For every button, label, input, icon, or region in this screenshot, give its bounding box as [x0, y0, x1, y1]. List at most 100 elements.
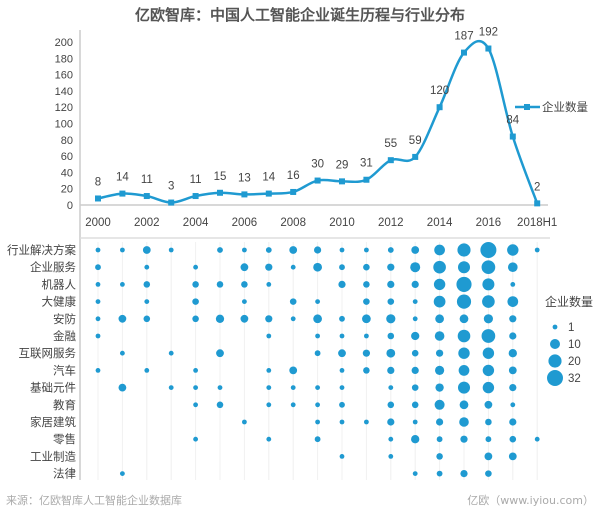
- bubble: [412, 299, 418, 305]
- data-label: 14: [116, 172, 129, 184]
- bubble: [412, 316, 418, 322]
- bubble: [435, 314, 444, 324]
- data-label: 120: [430, 85, 449, 97]
- data-point: [119, 190, 126, 197]
- bubble: [339, 367, 345, 373]
- bubble: [363, 247, 369, 253]
- bubble: [510, 402, 516, 408]
- bubble: [266, 436, 272, 442]
- data-label: 11: [141, 174, 153, 186]
- bubble: [314, 436, 321, 443]
- bubble: [192, 298, 199, 305]
- bubble: [436, 453, 443, 460]
- data-label: 187: [454, 31, 473, 43]
- x-tick-label: 2014: [427, 217, 453, 229]
- y-tick-label: 80: [61, 135, 73, 147]
- bubble: [411, 435, 420, 444]
- bubble: [313, 314, 322, 324]
- bubble: [339, 419, 345, 425]
- x-tick-label: 2018H1: [517, 217, 557, 229]
- bubble: [216, 349, 224, 358]
- data-point: [509, 133, 516, 140]
- row-label: 安防: [53, 312, 76, 326]
- bubble: [289, 366, 298, 375]
- bubble: [363, 367, 370, 374]
- bubble: [456, 276, 472, 292]
- bubble: [119, 350, 125, 356]
- bubble: [339, 453, 345, 459]
- bubble: [315, 402, 321, 408]
- bubble: [387, 263, 395, 271]
- bubble: [411, 280, 419, 289]
- bubble: [481, 260, 496, 275]
- data-label: 29: [336, 159, 349, 171]
- data-point: [485, 45, 492, 52]
- data-point: [217, 189, 223, 196]
- bubble: [95, 247, 101, 253]
- bubble: [339, 401, 345, 408]
- bubble: [339, 247, 345, 253]
- bubble: [436, 470, 443, 477]
- bubble: [510, 281, 516, 287]
- bubble: [192, 281, 199, 288]
- row-label: 互联网服务: [19, 346, 77, 360]
- bubble: [457, 261, 471, 274]
- bubble: [435, 383, 444, 392]
- data-label: 59: [409, 135, 422, 147]
- bubble: [290, 385, 296, 391]
- bubble: [388, 453, 394, 459]
- data-label: 14: [262, 172, 275, 184]
- row-label: 零售: [53, 432, 76, 446]
- y-tick-label: 40: [61, 167, 73, 179]
- bubble: [241, 299, 247, 305]
- bubble: [410, 262, 421, 273]
- bubble: [216, 281, 224, 288]
- bubble: [216, 401, 224, 409]
- data-point: [534, 200, 541, 207]
- x-tick-label: 2002: [134, 217, 160, 229]
- bubble: [338, 280, 346, 289]
- bubble: [241, 281, 248, 288]
- data-point: [412, 153, 419, 160]
- x-tick-label: 2008: [280, 217, 306, 229]
- bubble: [241, 247, 247, 253]
- bubble: [313, 246, 322, 254]
- bubble: [95, 299, 101, 305]
- bubble: [144, 367, 150, 373]
- bubble: [457, 243, 471, 257]
- bubble: [509, 332, 517, 340]
- bubble-legend-marker: [547, 370, 563, 386]
- bubble: [217, 385, 223, 391]
- bubble: [508, 349, 517, 358]
- bubble: [482, 364, 495, 377]
- y-tick-label: 200: [55, 37, 73, 49]
- data-point: [168, 199, 175, 206]
- bubble: [363, 298, 370, 305]
- bubble: [534, 436, 540, 442]
- row-label: 工业制造: [30, 449, 76, 463]
- bubble: [315, 385, 321, 391]
- bubble: [215, 314, 225, 323]
- bubble: [290, 316, 296, 322]
- y-tick-label: 140: [55, 86, 73, 98]
- data-label: 8: [95, 176, 101, 188]
- y-tick-label: 180: [55, 53, 73, 65]
- bubble: [387, 401, 395, 409]
- bubble: [411, 384, 419, 391]
- bubble: [193, 402, 199, 408]
- bubble: [142, 246, 151, 254]
- bubble: [119, 471, 125, 477]
- bubble: [457, 381, 471, 394]
- row-label: 行业解决方案: [7, 243, 76, 257]
- bubble: [168, 385, 174, 391]
- bubble: [482, 278, 495, 291]
- bubble: [315, 333, 321, 339]
- bubble: [386, 314, 396, 324]
- bubble-legend-label: 1: [568, 322, 574, 334]
- bubble: [412, 471, 418, 477]
- bubble: [265, 315, 273, 323]
- bubble: [266, 402, 272, 408]
- y-tick-label: 120: [55, 102, 73, 114]
- bubble: [240, 263, 249, 272]
- bubble: [266, 367, 272, 373]
